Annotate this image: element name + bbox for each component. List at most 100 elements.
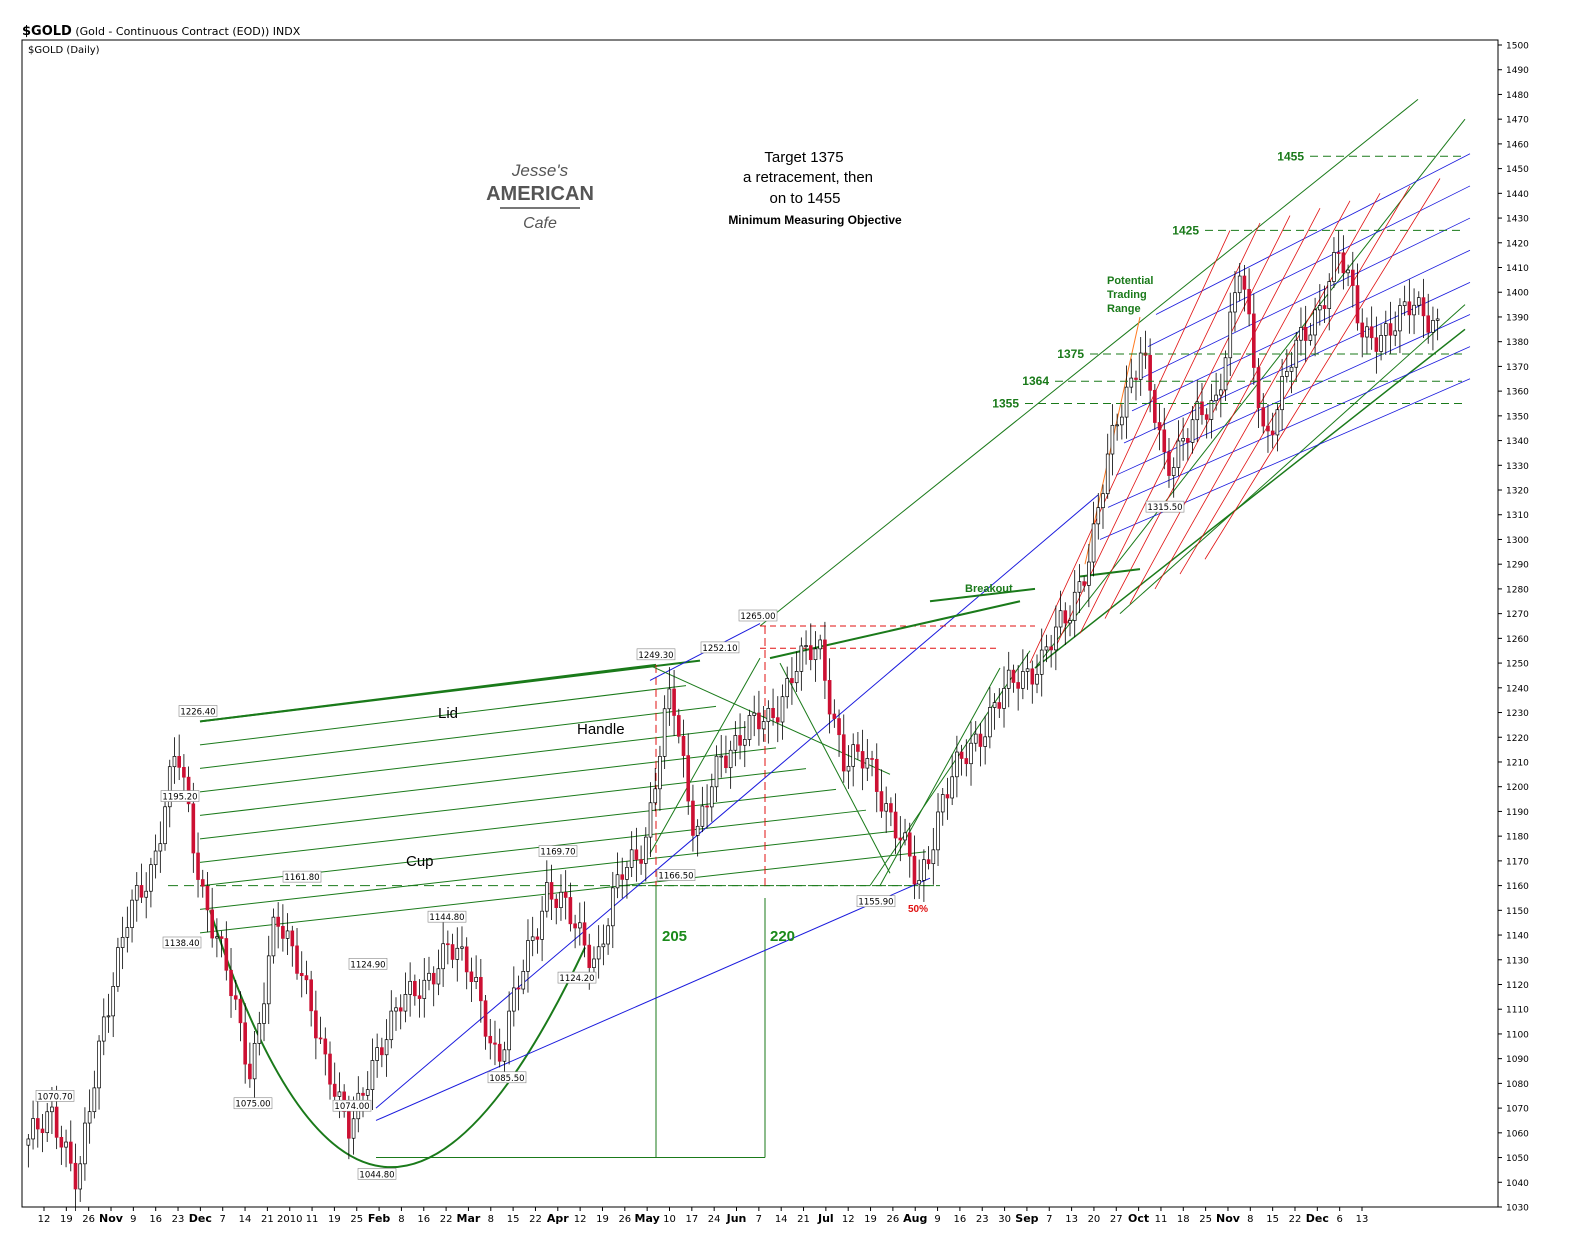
price-label: 1124.20 — [557, 971, 597, 984]
candle-body — [1148, 354, 1152, 391]
x-tick-label: Jun — [726, 1212, 747, 1225]
candle-body — [493, 1042, 497, 1045]
candle-body — [1063, 610, 1068, 624]
blue-trend-low — [375, 877, 931, 1121]
x-tick-label: May — [635, 1212, 660, 1225]
price-label-box — [332, 1099, 372, 1112]
candle-body — [271, 916, 276, 957]
y-tick-label: 1490 — [1506, 66, 1529, 76]
breakout-line-2 — [929, 587, 1036, 603]
level-label: 1425 — [1172, 223, 1199, 237]
candle-body — [695, 825, 700, 836]
x-tick-label: 22 — [1289, 1214, 1302, 1225]
price-label-text: 1249.30 — [638, 651, 673, 661]
candle-body — [87, 1111, 92, 1124]
candle-body — [672, 688, 676, 716]
candle-body — [1204, 414, 1209, 420]
candle-body — [648, 802, 653, 838]
candle-body — [606, 925, 610, 945]
x-tick-label: 12 — [574, 1214, 587, 1225]
candle-body — [290, 930, 295, 947]
price-label: 1169.70 — [538, 845, 578, 858]
price-label-text: 1161.80 — [284, 873, 319, 883]
candle-body — [125, 927, 130, 938]
price-axis: 1030 1040 1050 1060 1070 1080 1090 1100 1110 1120… — [1498, 42, 1529, 1214]
y-tick-label: 1080 — [1506, 1080, 1529, 1090]
x-tick-label: 25 — [350, 1214, 363, 1225]
y-tick-label: 1100 — [1506, 1030, 1529, 1040]
candle-body — [615, 874, 620, 889]
candle-body — [686, 755, 691, 802]
candle-body — [1383, 323, 1388, 336]
candle-body — [790, 678, 794, 684]
candle-body — [988, 707, 992, 738]
x-tick-label: 19 — [864, 1214, 877, 1225]
candle-body — [950, 776, 954, 799]
x-tick-label: 16 — [417, 1214, 430, 1225]
y-tick-label: 1340 — [1506, 437, 1529, 447]
candle-body — [1289, 366, 1294, 372]
candle-body — [1176, 440, 1181, 468]
candle-body — [332, 1083, 337, 1097]
candle-body — [1134, 377, 1138, 380]
candle-body — [870, 758, 874, 760]
candle-body — [1435, 318, 1440, 321]
candle-body — [860, 751, 865, 769]
candle-body — [479, 977, 483, 1002]
candle-body — [1275, 409, 1280, 436]
candle-body — [1167, 451, 1171, 476]
y-tick-label: 1430 — [1506, 215, 1529, 225]
candle-body — [1341, 252, 1346, 274]
x-tick-label: 19 — [60, 1214, 73, 1225]
y-tick-label: 1480 — [1506, 91, 1529, 101]
candle-body — [1252, 313, 1256, 368]
logo-line3: Cafe — [523, 215, 557, 232]
candle-body — [959, 751, 964, 759]
x-tick-label: Sep — [1015, 1212, 1038, 1225]
candle-body — [658, 756, 662, 790]
candle-body — [295, 945, 299, 974]
candle-body — [398, 1007, 403, 1012]
level-label: 1375 — [1057, 347, 1084, 361]
candle-body — [898, 837, 903, 841]
candle-body — [1016, 682, 1020, 689]
plot-border — [21, 39, 1499, 1208]
candle-body — [733, 735, 738, 751]
range-line-2: Trading — [1107, 289, 1147, 301]
candle-body — [662, 708, 667, 757]
exchange: INDX — [272, 25, 301, 38]
x-tick-label: 18 — [1177, 1214, 1190, 1225]
price-label-text: 1075.00 — [235, 1100, 270, 1110]
candle-body — [1431, 320, 1435, 333]
candle-body — [361, 1092, 365, 1096]
y-tick-label: 1170 — [1506, 857, 1529, 867]
x-tick-label: Aug — [903, 1212, 927, 1225]
blue-fan-line — [1107, 346, 1471, 508]
price-label-text: 1265.00 — [740, 612, 775, 622]
y-tick-label: 1070 — [1506, 1105, 1529, 1115]
candle-body — [752, 712, 757, 716]
x-tick-label: 8 — [398, 1214, 404, 1225]
y-tick-label: 1350 — [1506, 412, 1529, 422]
y-tick-label: 1460 — [1506, 140, 1529, 150]
x-tick-label: 13 — [1356, 1214, 1369, 1225]
candle-body — [1294, 339, 1299, 368]
price-label-box — [636, 648, 676, 661]
candle-body — [554, 898, 559, 908]
price-label-box — [282, 870, 322, 883]
candle-body — [413, 980, 417, 997]
candle-body — [464, 946, 469, 973]
cup-label: Cup — [406, 853, 434, 870]
y-tick-label: 1230 — [1506, 709, 1529, 719]
candle-body — [922, 859, 926, 881]
candle-body — [1242, 275, 1247, 290]
chart-header: $GOLD (Gold - Continuous Contract (EOD))… — [22, 24, 300, 39]
candle-body — [73, 1162, 78, 1190]
candle-body — [92, 1087, 97, 1113]
candle-body — [1025, 668, 1030, 672]
x-tick-label: 26 — [887, 1214, 900, 1225]
candle-body — [592, 958, 596, 968]
x-tick-label: 27 — [1110, 1214, 1123, 1225]
candle-body — [1219, 389, 1223, 396]
